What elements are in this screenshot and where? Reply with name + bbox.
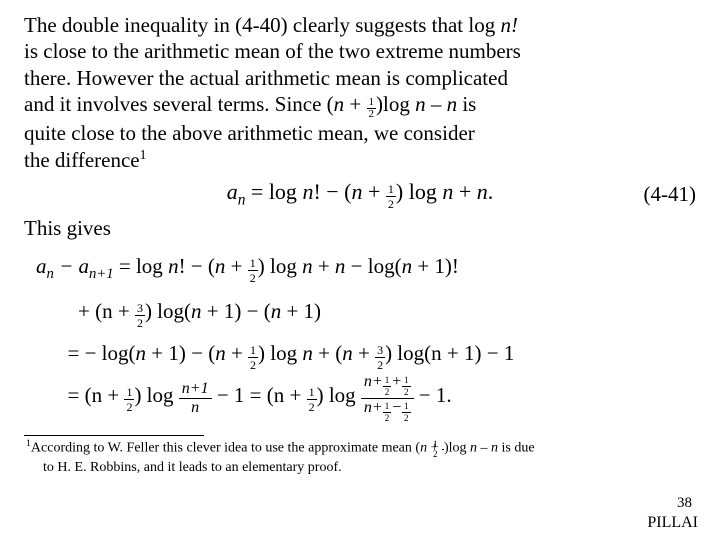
text: is close to the arithmetic mean of the t… [24, 39, 521, 63]
text: quite close to the above arithmetic mean… [24, 121, 475, 145]
equation-4-41: an = log n! − (n + 12) log n + n. (4-41) [24, 179, 696, 210]
text: is [457, 92, 476, 116]
text: the difference [24, 148, 140, 172]
main-paragraph: The double inequality in (4-40) clearly … [24, 12, 696, 173]
one-half: 12 [367, 97, 377, 120]
footnote-rule [24, 435, 204, 436]
n-var: n [334, 92, 345, 116]
page-number: 38 [677, 495, 692, 512]
text: + [344, 92, 366, 116]
footnote-ref: 1 [140, 147, 147, 162]
n-factorial: n! [500, 13, 518, 37]
text: )log [376, 92, 415, 116]
equation-number: (4-41) [644, 182, 696, 207]
derivation: an − an+1 = log n! − (n + 12) log n + n … [36, 245, 696, 423]
text: there. However the actual arithmetic mea… [24, 66, 508, 90]
text: and it involves several terms. Since ( [24, 92, 334, 116]
author-name: PILLAI [647, 514, 698, 532]
this-gives: This gives [24, 216, 696, 241]
text: The double inequality in (4-40) clearly … [24, 13, 500, 37]
footnote: 1According to W. Feller this clever idea… [24, 438, 676, 476]
n-minus-n: n – n [415, 92, 457, 116]
